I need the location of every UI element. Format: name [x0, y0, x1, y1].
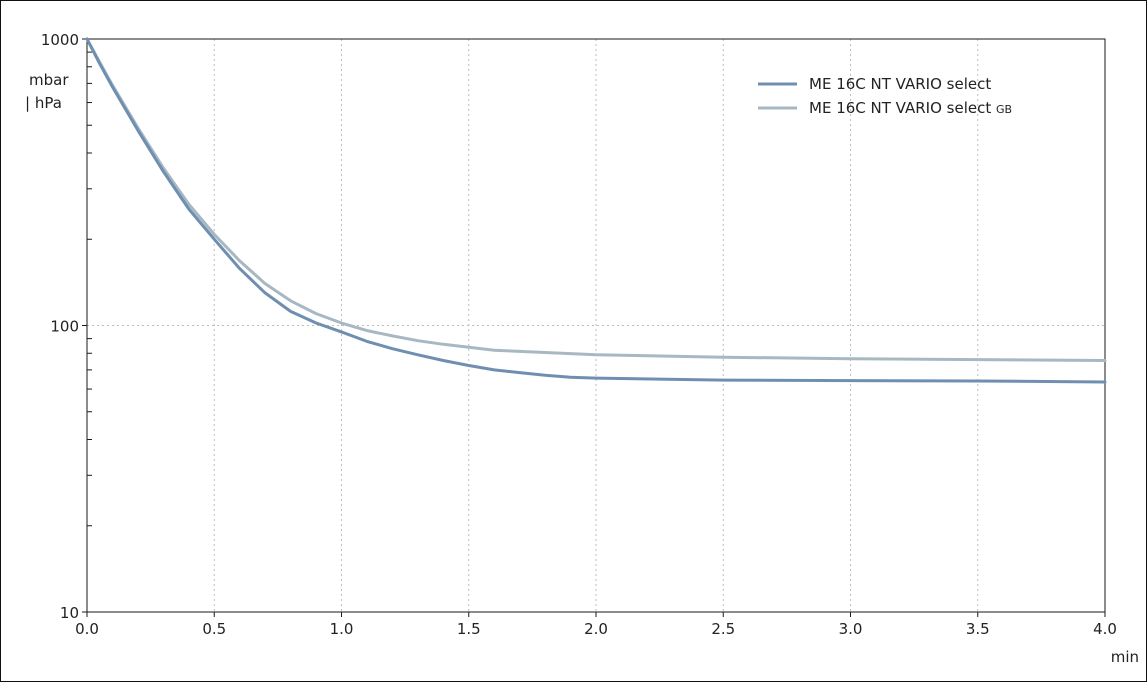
axes-layer — [82, 38, 1106, 617]
y-tick-label: 10 — [60, 604, 79, 622]
y-axis-unit-label: | hPa — [25, 94, 62, 112]
legend-label-suffix: GB — [996, 103, 1012, 116]
x-tick-label: 3.0 — [839, 620, 863, 638]
series-line-me16c-gb — [85, 37, 1107, 362]
x-tick-label: 4.0 — [1093, 620, 1117, 638]
legend: ME 16C NT VARIO select ME 16C NT VARIO se… — [758, 75, 1012, 117]
grid-layer — [87, 39, 1105, 612]
x-tick-label: 3.5 — [966, 620, 990, 638]
legend-label: ME 16C NT VARIO select GB — [809, 99, 1012, 117]
x-axis-unit-label: min — [1111, 648, 1139, 666]
tick-labels-layer: 0.0 0.5 1.0 1.5 2.0 2.5 3.0 3.5 4.0 10 100 1000 mbar… — [25, 31, 1139, 666]
x-tick-label: 1.0 — [330, 620, 354, 638]
y-tick-label: 1000 — [41, 31, 79, 49]
series-line-me16c — [85, 37, 1107, 384]
legend-label: ME 16C NT VARIO select — [809, 75, 991, 93]
y-tick-label: 100 — [50, 318, 79, 336]
y-axis-unit-label: mbar — [29, 71, 69, 89]
x-tick-label: 0.0 — [75, 620, 99, 638]
x-tick-label: 0.5 — [202, 620, 226, 638]
series-layer — [85, 37, 1107, 384]
x-tick-label: 2.0 — [584, 620, 608, 638]
x-tick-label: 1.5 — [457, 620, 481, 638]
x-tick-label: 2.5 — [711, 620, 735, 638]
